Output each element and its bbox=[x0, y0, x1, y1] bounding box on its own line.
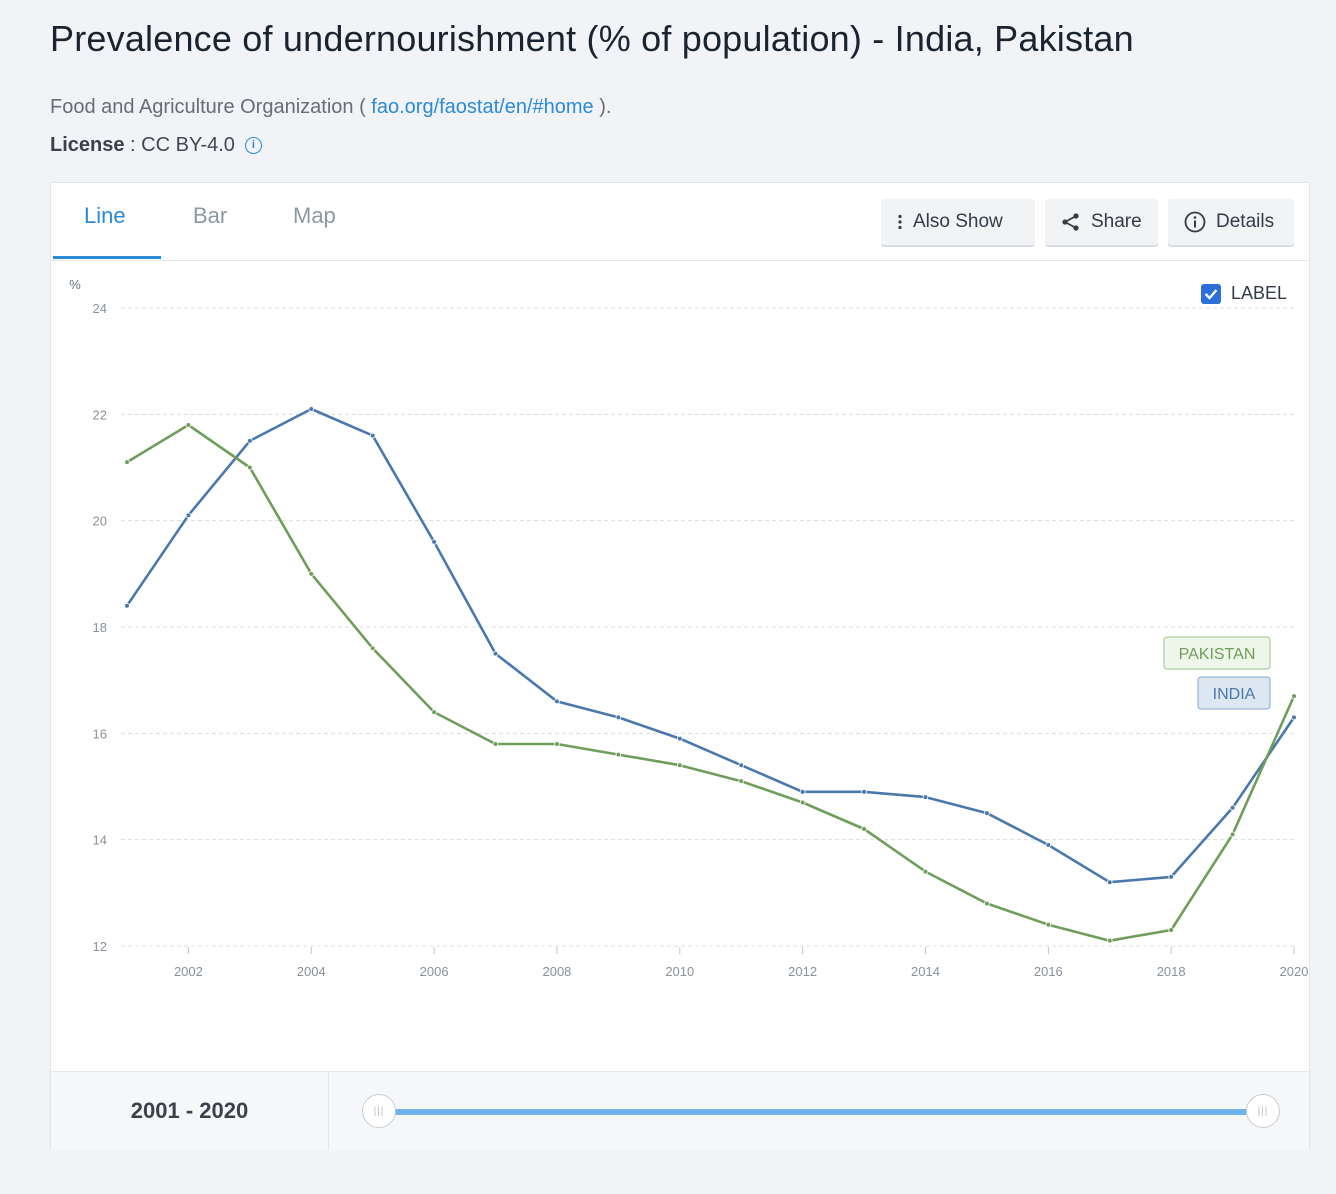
data-point-pakistan bbox=[1229, 831, 1236, 838]
range-bar: 2001 - 2020 ||| ||| bbox=[51, 1071, 1309, 1150]
series-label-india: INDIA bbox=[1213, 686, 1256, 703]
data-point-pakistan bbox=[984, 900, 990, 907]
source-suffix: ). bbox=[593, 96, 612, 118]
data-point-india bbox=[554, 698, 560, 705]
x-tick-label: 2012 bbox=[788, 964, 817, 979]
x-tick-label: 2004 bbox=[297, 964, 326, 979]
data-point-india bbox=[1229, 804, 1236, 811]
data-point-pakistan bbox=[1045, 921, 1052, 928]
active-tab-indicator bbox=[53, 256, 161, 259]
data-point-india bbox=[369, 432, 376, 439]
data-point-pakistan bbox=[799, 799, 806, 806]
series-label-pakistan: PAKISTAN bbox=[1179, 646, 1256, 663]
data-point-pakistan bbox=[308, 571, 315, 577]
data-point-india bbox=[799, 789, 806, 795]
data-point-india bbox=[431, 539, 437, 545]
x-tick-label: 2008 bbox=[542, 964, 571, 979]
x-tick-label: 2006 bbox=[420, 964, 449, 979]
series-line-india bbox=[125, 407, 1296, 884]
data-point-pakistan bbox=[369, 645, 376, 652]
y-axis-unit-label: % bbox=[69, 277, 81, 292]
also-show-button[interactable]: Also Show bbox=[881, 199, 1035, 245]
x-tick-label: 2010 bbox=[665, 964, 694, 979]
data-point-pakistan bbox=[492, 741, 499, 747]
license-line: License : CC BY-4.0 i bbox=[50, 134, 262, 157]
source-prefix: Food and Agriculture Organization ( bbox=[50, 96, 372, 118]
y-tick-label: 18 bbox=[93, 620, 107, 635]
data-point-pakistan bbox=[124, 459, 130, 465]
data-point-pakistan bbox=[861, 826, 867, 832]
details-label: Details bbox=[1216, 211, 1275, 232]
range-text: 2001 - 2020 bbox=[51, 1072, 329, 1150]
range-handle-end[interactable]: ||| bbox=[1246, 1094, 1280, 1128]
data-point-pakistan bbox=[1106, 937, 1113, 944]
line-chart: % 12 14 16 18 20 22 24 2002 2004 2006 2008 2010 2012 2… bbox=[69, 277, 1309, 979]
data-point-india bbox=[676, 735, 683, 742]
x-tick-label: 2002 bbox=[174, 964, 203, 979]
data-point-india bbox=[984, 810, 990, 816]
tab-bar[interactable]: Bar bbox=[193, 203, 228, 228]
data-point-india bbox=[185, 512, 192, 519]
source-link[interactable]: fao.org/faostat/en/#home bbox=[371, 96, 594, 118]
data-point-india bbox=[308, 406, 315, 412]
license-separator: : bbox=[124, 134, 142, 156]
x-tick-label: 2014 bbox=[911, 964, 940, 979]
y-tick-label: 12 bbox=[93, 939, 107, 954]
y-tick-label: 16 bbox=[93, 726, 107, 741]
data-point-pakistan bbox=[247, 464, 253, 471]
data-point-india bbox=[615, 714, 622, 721]
data-point-india bbox=[1291, 714, 1297, 721]
vertical-dots-icon bbox=[897, 214, 903, 230]
data-point-pakistan bbox=[1291, 693, 1297, 699]
series-line-pakistan bbox=[126, 423, 1296, 943]
x-tick-label: 2016 bbox=[1034, 964, 1063, 979]
tab-map[interactable]: Map bbox=[293, 203, 336, 228]
label-checkbox[interactable] bbox=[1201, 283, 1221, 304]
license-value: CC BY-4.0 bbox=[141, 134, 235, 156]
data-point-india bbox=[922, 794, 929, 800]
license-label: License bbox=[50, 134, 125, 156]
y-tick-label: 24 bbox=[93, 301, 107, 316]
label-toggle-text: LABEL bbox=[1231, 283, 1288, 303]
range-slider-track[interactable] bbox=[381, 1109, 1263, 1115]
details-button[interactable]: Details bbox=[1168, 199, 1294, 245]
data-point-india bbox=[1045, 842, 1052, 848]
tab-line[interactable]: Line bbox=[84, 203, 126, 228]
x-tick-label: 2020 bbox=[1280, 964, 1309, 979]
data-point-india bbox=[861, 789, 867, 795]
share-button[interactable]: Share bbox=[1045, 199, 1158, 245]
data-point-india bbox=[247, 438, 253, 444]
data-point-india bbox=[1168, 874, 1174, 880]
data-point-india bbox=[1106, 879, 1113, 885]
data-point-pakistan bbox=[738, 778, 745, 784]
y-tick-label: 22 bbox=[93, 407, 107, 422]
data-point-india bbox=[124, 602, 130, 609]
data-point-pakistan bbox=[1168, 927, 1174, 933]
data-point-india bbox=[738, 762, 745, 769]
also-show-label: Also Show bbox=[913, 211, 1003, 232]
data-point-india bbox=[492, 650, 499, 657]
source-line: Food and Agriculture Organization ( fao.… bbox=[50, 96, 611, 119]
share-icon bbox=[1061, 212, 1081, 232]
y-tick-label: 14 bbox=[93, 833, 107, 848]
data-point-pakistan bbox=[185, 422, 192, 428]
data-point-pakistan bbox=[676, 762, 683, 769]
info-circle-icon bbox=[1184, 211, 1206, 233]
data-point-pakistan bbox=[431, 709, 437, 715]
chart-card: Line Bar Map Also Show Share Details % 12… bbox=[50, 182, 1310, 1150]
data-point-pakistan bbox=[615, 751, 622, 758]
data-point-pakistan bbox=[922, 868, 929, 875]
share-label: Share bbox=[1091, 211, 1142, 232]
y-tick-label: 20 bbox=[93, 514, 107, 529]
page-title: Prevalence of undernourishment (% of pop… bbox=[50, 18, 1134, 59]
range-handle-start[interactable]: ||| bbox=[362, 1094, 396, 1128]
view-tabs: Line Bar Map Also Show Share Details bbox=[51, 183, 1309, 261]
series-label-box-india bbox=[1197, 676, 1271, 710]
data-point-pakistan bbox=[554, 741, 560, 747]
series-label-box-pakistan bbox=[1163, 636, 1271, 670]
x-tick-label: 2018 bbox=[1157, 964, 1186, 979]
info-circle-icon[interactable]: i bbox=[244, 137, 262, 154]
label-toggle[interactable]: LABEL bbox=[1201, 283, 1287, 304]
